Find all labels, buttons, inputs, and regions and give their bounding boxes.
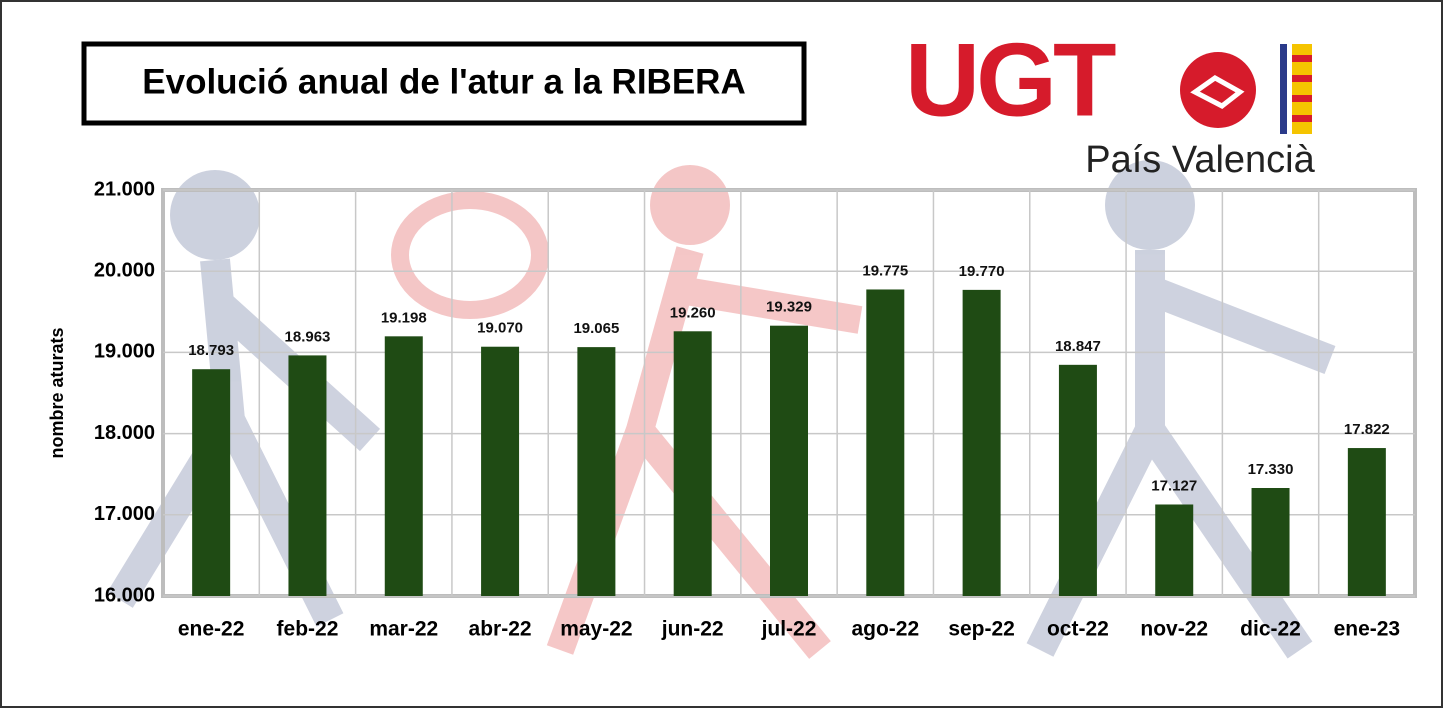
y-axis-label: nombre aturats — [47, 327, 67, 458]
chart-title: Evolució anual de l'atur a la RIBERA — [142, 62, 745, 101]
value-label: 19.770 — [959, 263, 1005, 280]
bar — [866, 289, 904, 596]
value-label: 17.127 — [1151, 477, 1197, 494]
value-label: 17.330 — [1248, 461, 1294, 478]
x-tick-label: ene-22 — [178, 618, 245, 641]
value-label: 19.198 — [381, 309, 427, 326]
figure-head — [170, 170, 260, 260]
page: Evolució anual de l'atur a la RIBERA UGT… — [0, 0, 1443, 708]
flag-stripe — [1292, 75, 1312, 82]
x-tick-label: jun-22 — [661, 618, 724, 641]
y-tick-label: 16.000 — [94, 584, 155, 606]
bar — [288, 355, 326, 596]
value-label: 18.963 — [285, 328, 331, 345]
flag-stripe — [1292, 55, 1312, 62]
value-label: 18.793 — [188, 342, 234, 359]
y-tick-label: 21.000 — [94, 178, 155, 200]
value-label: 19.070 — [477, 320, 523, 337]
logo-bar — [1280, 44, 1287, 134]
logo-flag — [1292, 44, 1312, 134]
bar — [770, 326, 808, 596]
y-tick-label: 19.000 — [94, 341, 155, 363]
bar — [192, 369, 230, 596]
y-tick-label: 20.000 — [94, 259, 155, 281]
x-tick-label: ene-23 — [1334, 618, 1401, 641]
value-label: 19.775 — [862, 262, 908, 279]
x-tick-label: mar-22 — [369, 618, 438, 641]
bar — [674, 331, 712, 596]
logo-subtitle: País Valencià — [1085, 139, 1315, 181]
value-label: 19.065 — [573, 320, 619, 337]
y-tick-label: 17.000 — [94, 503, 155, 525]
value-label: 17.822 — [1344, 421, 1390, 438]
x-tick-label: dic-22 — [1240, 618, 1301, 641]
x-tick-label: feb-22 — [277, 618, 339, 641]
y-tick-label: 18.000 — [94, 422, 155, 444]
x-tick-label: nov-22 — [1140, 618, 1208, 641]
flag-stripe — [1292, 115, 1312, 122]
x-tick-label: ago-22 — [851, 618, 919, 641]
bar — [577, 347, 615, 596]
bar — [1252, 488, 1290, 596]
value-label: 19.260 — [670, 304, 716, 321]
bar — [963, 290, 1001, 596]
value-label: 18.847 — [1055, 338, 1101, 355]
bar — [1155, 504, 1193, 596]
bar — [385, 336, 423, 596]
bar — [1348, 448, 1386, 596]
x-tick-label: abr-22 — [469, 618, 532, 641]
x-tick-label: oct-22 — [1047, 618, 1109, 641]
x-tick-label: jul-22 — [761, 618, 817, 641]
x-tick-label: sep-22 — [948, 618, 1015, 641]
flag-stripe — [1292, 95, 1312, 102]
bar — [481, 347, 519, 596]
logo-icon — [1180, 52, 1256, 128]
chart: Evolució anual de l'atur a la RIBERA UGT… — [0, 0, 1443, 708]
logo-text: UGT — [905, 22, 1116, 138]
figure-head — [650, 165, 730, 245]
value-label: 19.329 — [766, 299, 812, 316]
x-tick-label: may-22 — [560, 618, 632, 641]
bar — [1059, 365, 1097, 596]
